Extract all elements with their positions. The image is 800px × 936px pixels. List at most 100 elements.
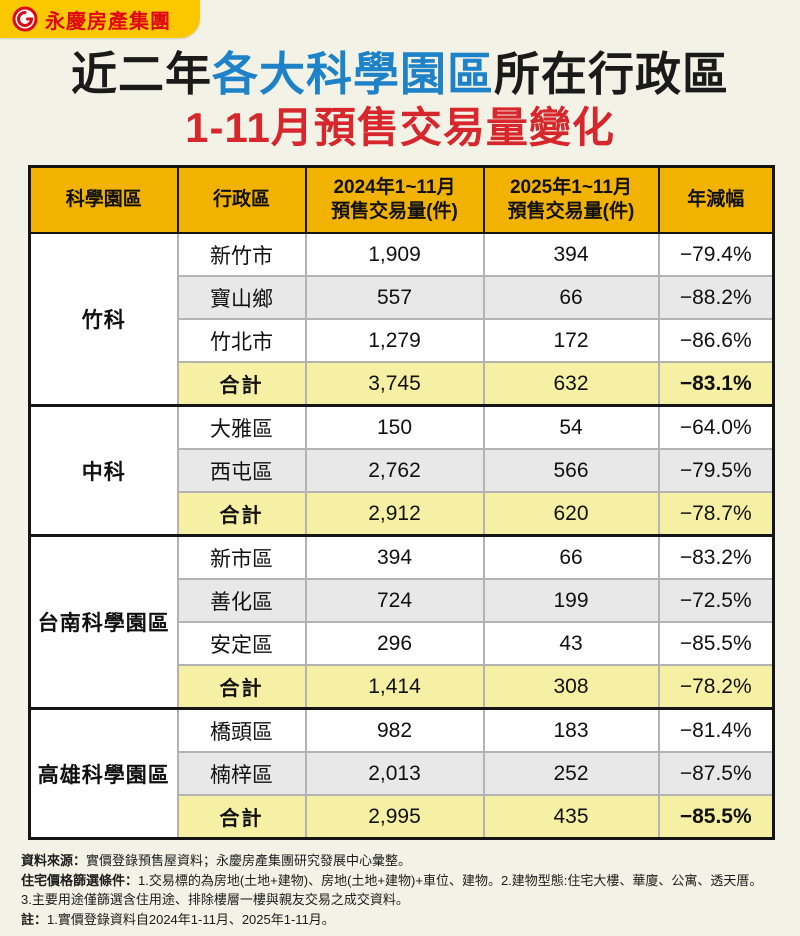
volume-2024-cell: 2,762	[304, 448, 484, 493]
title-block: 近二年各大科學園區所在行政區 1-11月預售交易量變化	[0, 0, 800, 150]
district-cell: 安定區	[176, 621, 306, 666]
total-2024-cell: 2,995	[304, 794, 484, 839]
yoy-cell: −87.5%	[657, 751, 774, 796]
note-filter-criteria: 住宅價格篩選條件：1.交易標的為房地(土地+建物)、房地(土地+建物)+車位、建…	[21, 871, 779, 891]
volume-2024-cell: 296	[304, 621, 484, 666]
district-cell: 大雅區	[176, 404, 306, 450]
note-remark: 註：1.實價登錄資料自2024年1-11月、2025年1-11月。	[21, 910, 779, 930]
park-cell: 台南科學園區	[28, 534, 178, 709]
district-cell: 新市區	[176, 534, 306, 580]
header-science-park: 科學園區	[28, 165, 179, 235]
table-row: 安定區 296 43 −85.5%	[30, 621, 774, 666]
header-district: 行政區	[176, 165, 307, 235]
total-label-cell: 合計	[176, 794, 306, 839]
table-row: 高雄科學園區 橋頭區 982 183 −81.4%	[28, 707, 774, 839]
table-row: 台南科學園區 新市區 394 66 −83.2%	[28, 534, 774, 709]
table-row: 寶山鄉 557 66 −88.2%	[30, 275, 774, 320]
volume-2025-cell: 43	[482, 621, 659, 666]
yoy-cell: −79.5%	[657, 448, 774, 493]
title-highlight: 各大科學園區	[212, 48, 494, 100]
page-title: 近二年各大科學園區所在行政區	[0, 50, 800, 99]
title-prefix: 近二年	[71, 48, 212, 100]
volume-2025-cell: 66	[482, 275, 659, 320]
park-cell: 竹科	[28, 232, 178, 406]
table-row: 竹北市 1,279 172 −86.6%	[30, 318, 774, 363]
yoy-cell: −88.2%	[657, 275, 774, 320]
total-yoy-cell: −78.7%	[657, 491, 774, 536]
total-yoy-highlight-cell: −85.5%	[657, 794, 774, 839]
table-header-row: 科學園區 行政區 2024年1~11月 預售交易量(件) 2025年1~11月 預售…	[28, 165, 775, 235]
note-text: 1.交易標的為房地(土地+建物)、房地(土地+建物)+車位、建物。2.建物型態:…	[138, 872, 763, 888]
volume-2024-cell: 2,013	[304, 751, 484, 796]
page-subtitle: 1-11月預售交易量變化	[185, 103, 615, 151]
yungching-logo-icon	[12, 6, 38, 32]
table-row: 竹科 新竹市 1,909 394 −79.4%	[28, 232, 774, 406]
yoy-cell: −85.5%	[657, 621, 774, 666]
volume-2025-cell: 172	[482, 318, 659, 363]
table-row: 楠梓區 2,013 252 −87.5%	[30, 751, 774, 796]
header-label: 科學園區	[65, 189, 142, 211]
header-label: 2025年1~11月	[509, 176, 633, 198]
total-yoy-highlight-cell: −83.1%	[657, 361, 774, 406]
district-cell: 楠梓區	[176, 751, 306, 796]
header-2024-volume: 2024年1~11月 預售交易量(件)	[304, 165, 485, 235]
district-cell: 橋頭區	[176, 707, 306, 753]
footnotes: 資料來源：實價登錄預售屋資料；永慶房產集團研究發展中心彙整。 住宅價格篩選條件：…	[21, 851, 779, 929]
note-label: 住宅價格篩選條件：	[21, 872, 139, 888]
brand-name: 永慶房產集團	[45, 10, 171, 33]
note-source: 資料來源：實價登錄預售屋資料；永慶房產集團研究發展中心彙整。	[21, 851, 779, 871]
volume-2024-cell: 394	[304, 534, 484, 580]
total-row: 合計 1,414 308 −78.2%	[30, 664, 774, 709]
volume-2024-cell: 557	[304, 275, 484, 320]
note-label: 註：	[21, 911, 48, 927]
table-row: 中科 大雅區 150 54 −64.0%	[28, 404, 774, 536]
brand-banner: 永慶房產集團	[0, 0, 200, 38]
district-cell: 寶山鄉	[176, 275, 306, 320]
total-label-cell: 合計	[176, 491, 306, 536]
note-label: 資料來源：	[21, 853, 87, 869]
district-cell: 新竹市	[176, 232, 306, 277]
park-cell: 中科	[28, 404, 178, 536]
volume-2024-cell: 1,909	[304, 232, 484, 277]
title-suffix: 所在行政區	[494, 48, 729, 100]
district-cell: 竹北市	[176, 318, 306, 363]
total-yoy-cell: −78.2%	[657, 664, 774, 709]
volume-2024-cell: 982	[304, 707, 484, 753]
header-label: 預售交易量(件)	[507, 201, 635, 223]
volume-2024-cell: 150	[304, 404, 484, 450]
volume-2024-cell: 724	[304, 578, 484, 623]
total-label-cell: 合計	[176, 361, 306, 406]
table-wrapper: 科學園區 行政區 2024年1~11月 預售交易量(件) 2025年1~11月 預售…	[28, 165, 775, 841]
yoy-cell: −86.6%	[657, 318, 774, 363]
yoy-cell: −64.0%	[657, 404, 774, 450]
table-row: 善化區 724 199 −72.5%	[30, 578, 774, 623]
total-2024-cell: 3,745	[304, 361, 484, 406]
total-row: 合計 2,912 620 −78.7%	[30, 491, 774, 536]
volume-2025-cell: 199	[482, 578, 659, 623]
transaction-table: 科學園區 行政區 2024年1~11月 預售交易量(件) 2025年1~11月 預售…	[28, 165, 775, 841]
total-2025-cell: 435	[482, 794, 659, 839]
yoy-cell: −72.5%	[657, 578, 774, 623]
volume-2025-cell: 566	[482, 448, 659, 493]
yoy-cell: −81.4%	[657, 707, 774, 753]
table-row: 西屯區 2,762 566 −79.5%	[30, 448, 774, 493]
yoy-cell: −83.2%	[657, 534, 774, 580]
yoy-cell: −79.4%	[657, 232, 774, 277]
note-filter-criteria-cont: 3.主要用途僅篩選含住用途、排除樓層一樓與親友交易之成交資料。	[21, 890, 779, 910]
header-label: 預售交易量(件)	[331, 201, 458, 223]
total-row: 合計 3,745 632 −83.1%	[30, 361, 774, 406]
total-row: 合計 2,995 435 −85.5%	[30, 794, 774, 839]
note-text: 3.主要用途僅篩選含住用途、排除樓層一樓與親友交易之成交資料。	[21, 892, 409, 908]
header-label: 年減幅	[687, 189, 745, 211]
volume-2025-cell: 54	[482, 404, 659, 450]
total-2025-cell: 308	[482, 664, 659, 709]
note-text: 1.實價登錄資料自2024年1-11月、2025年1-11月。	[47, 911, 335, 927]
volume-2025-cell: 183	[482, 707, 659, 753]
volume-2025-cell: 394	[482, 232, 659, 277]
volume-2025-cell: 66	[482, 534, 659, 580]
header-2025-volume: 2025年1~11月 預售交易量(件)	[482, 165, 660, 235]
district-cell: 西屯區	[176, 448, 306, 493]
volume-2025-cell: 252	[482, 751, 659, 796]
header-label: 2024年1~11月	[333, 176, 456, 198]
